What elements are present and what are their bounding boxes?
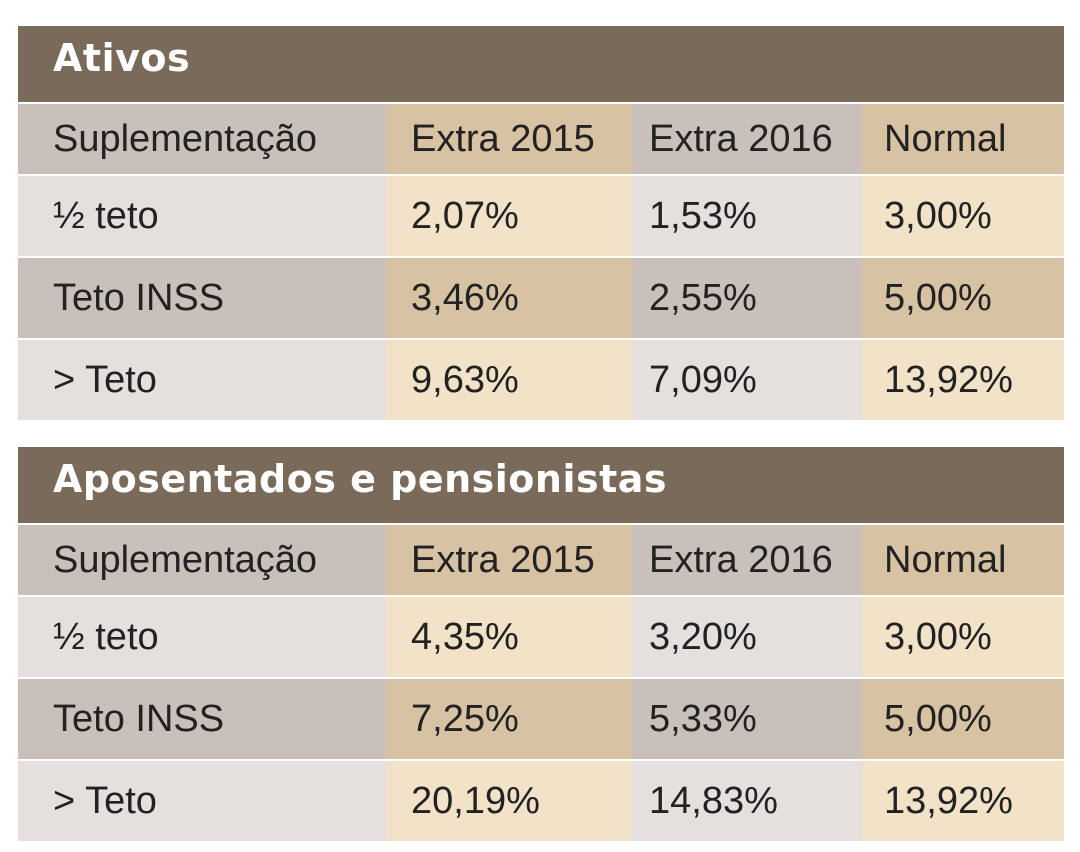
- table-cell: 5,33%: [632, 679, 862, 759]
- table-row: ½ teto 2,07% 1,53% 3,00%: [18, 174, 1064, 256]
- table-row: > Teto 9,63% 7,09% 13,92%: [18, 338, 1064, 420]
- header-cell: Extra 2015: [386, 104, 632, 174]
- header-cell: Extra 2016: [632, 525, 862, 595]
- table-cell: 20,19%: [386, 761, 632, 841]
- table-cell: 2,55%: [632, 258, 862, 338]
- header-cell: Extra 2016: [632, 104, 862, 174]
- table-cell: 14,83%: [632, 761, 862, 841]
- table-aposentados: Aposentados e pensionistas Suplementação…: [18, 447, 1064, 841]
- table-ativos: Ativos Suplementação Extra 2015 Extra 20…: [18, 26, 1064, 420]
- table-title: Ativos: [18, 26, 1064, 102]
- table-cell: 13,92%: [862, 761, 1064, 841]
- table-header-row: Suplementação Extra 2015 Extra 2016 Norm…: [18, 523, 1064, 595]
- table-row: ½ teto 4,35% 3,20% 3,00%: [18, 595, 1064, 677]
- table-cell: 3,46%: [386, 258, 632, 338]
- row-label: ½ teto: [18, 597, 386, 677]
- header-cell: Normal: [862, 525, 1064, 595]
- table-row: > Teto 20,19% 14,83% 13,92%: [18, 759, 1064, 841]
- header-cell: Normal: [862, 104, 1064, 174]
- row-label: ½ teto: [18, 176, 386, 256]
- table-cell: 9,63%: [386, 340, 632, 420]
- table-cell: 7,25%: [386, 679, 632, 759]
- row-label: Teto INSS: [18, 258, 386, 338]
- table-cell: 3,00%: [862, 176, 1064, 256]
- header-cell: Suplementação: [18, 525, 386, 595]
- table-title: Aposentados e pensionistas: [18, 447, 1064, 523]
- table-header-row: Suplementação Extra 2015 Extra 2016 Norm…: [18, 102, 1064, 174]
- table-cell: 5,00%: [862, 679, 1064, 759]
- table-row: Teto INSS 3,46% 2,55% 5,00%: [18, 256, 1064, 338]
- table-cell: 5,00%: [862, 258, 1064, 338]
- row-label: Teto INSS: [18, 679, 386, 759]
- header-cell: Extra 2015: [386, 525, 632, 595]
- table-cell: 4,35%: [386, 597, 632, 677]
- table-cell: 2,07%: [386, 176, 632, 256]
- header-cell: Suplementação: [18, 104, 386, 174]
- table-cell: 7,09%: [632, 340, 862, 420]
- table-cell: 1,53%: [632, 176, 862, 256]
- table-cell: 3,20%: [632, 597, 862, 677]
- table-row: Teto INSS 7,25% 5,33% 5,00%: [18, 677, 1064, 759]
- table-cell: 13,92%: [862, 340, 1064, 420]
- row-label: > Teto: [18, 761, 386, 841]
- table-cell: 3,00%: [862, 597, 1064, 677]
- row-label: > Teto: [18, 340, 386, 420]
